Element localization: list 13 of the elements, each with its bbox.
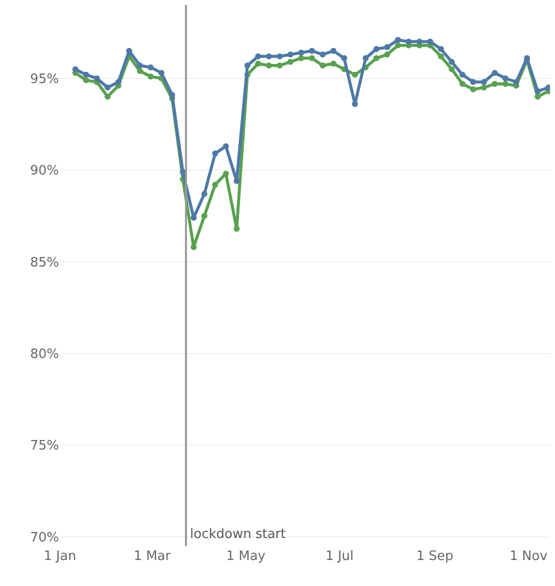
y-tick-label: 95% [30,72,59,87]
x-tick-label: 1 Jul [326,549,354,564]
x-tick-label: 1 Nov [510,549,548,564]
x-tick-label: 1 May [226,549,266,564]
y-tick-label: 85% [30,255,59,270]
y-tick-label: 75% [30,438,59,454]
x-tick-label: 1 Mar [134,549,172,564]
y-tick-label: 80% [30,346,59,362]
y-tick-label: 90% [30,164,59,179]
ref-line-label: lockdown start [190,527,286,542]
x-tick-label: 1 Sep [416,549,454,564]
x-tick-label: 1 Jan [44,549,76,564]
y-tick-label: 70% [30,530,59,546]
